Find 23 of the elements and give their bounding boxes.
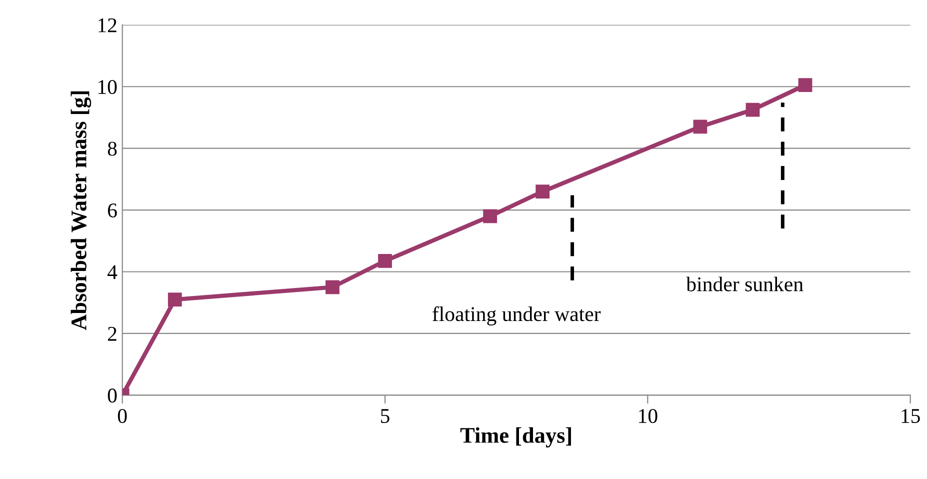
y-tick-label: 6: [108, 203, 117, 218]
point: [483, 209, 498, 224]
point: [798, 78, 812, 92]
point: [536, 184, 550, 198]
point: [378, 254, 392, 268]
point: [693, 120, 708, 134]
x-tick-label: 10: [639, 408, 658, 424]
y-tick-label: 8: [108, 142, 117, 156]
y-tick-label: 4: [107, 265, 118, 279]
x-tick-label: 15: [902, 409, 920, 424]
y-tick-label: 2: [108, 326, 116, 341]
y-axis-title: Absorbed Water mass [g]: [70, 91, 92, 330]
y-tick-label: 12: [98, 18, 116, 32]
y-tick-label: 0: [108, 388, 117, 403]
annotation: binder sunken: [686, 276, 804, 292]
point: [746, 102, 760, 117]
point: [326, 280, 340, 294]
y-tick-label: 10: [98, 80, 117, 94]
annotation: floating under water: [432, 306, 601, 326]
x-tick-label: 5: [381, 409, 390, 424]
x-tick-label: 0: [118, 408, 127, 424]
point: [168, 292, 182, 306]
x-axis-title: Time [days]: [460, 427, 571, 448]
